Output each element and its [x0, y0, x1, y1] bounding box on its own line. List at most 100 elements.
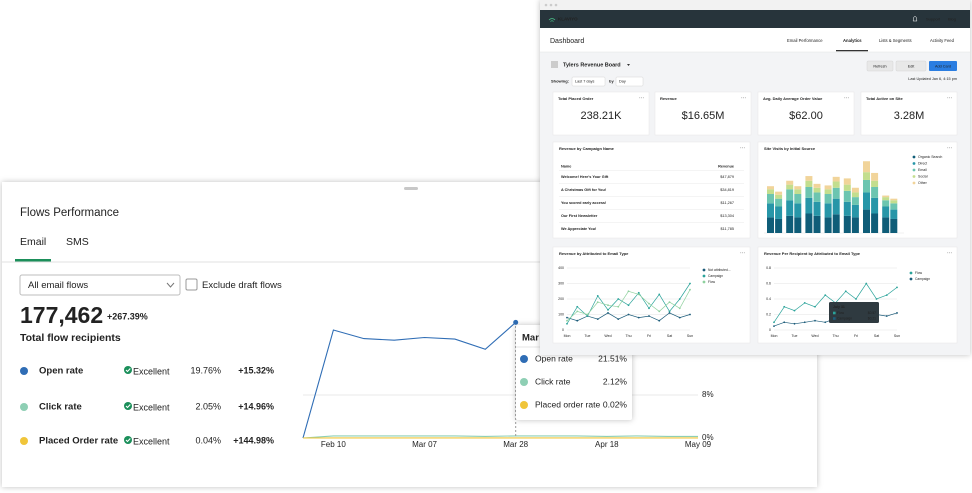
table-link[interactable]: You scored early access!	[561, 201, 606, 205]
button[interactable]	[929, 61, 957, 71]
select-value: All email flows	[28, 280, 88, 291]
total-change: +267.39%	[107, 311, 148, 321]
bar-segment	[813, 187, 821, 193]
y-tick-label: 0.8	[766, 266, 771, 270]
data-point	[566, 316, 568, 319]
metric-change: +144.98%	[233, 435, 274, 445]
button-label[interactable]: Add Card	[935, 64, 951, 68]
metric-name: Placed Order rate	[39, 436, 118, 447]
kpi-label: Total Placed Order	[558, 96, 594, 101]
x-tick-label: Apr 18	[595, 440, 619, 449]
bar-segment	[832, 214, 840, 233]
bar-segment	[775, 194, 783, 199]
data-point	[596, 295, 599, 297]
card	[552, 141, 751, 239]
data-point	[648, 315, 650, 317]
status-check	[125, 368, 131, 373]
bar-segment	[871, 180, 879, 187]
table-link[interactable]: Welcome! Here's Your Gift	[561, 175, 609, 179]
hover-point	[513, 319, 519, 325]
nav-item[interactable]: Email Performance	[787, 38, 823, 43]
data-point	[885, 315, 888, 317]
bar-segment	[890, 200, 898, 204]
bar-segment	[824, 185, 832, 190]
x-tick-label: Mon	[771, 334, 778, 338]
bar-segment	[805, 176, 813, 181]
bar-segment	[851, 197, 859, 205]
table-link[interactable]: A Christmas Gift for You!	[561, 188, 606, 192]
data-point	[855, 298, 857, 300]
data-point	[814, 305, 816, 308]
data-point	[658, 293, 661, 296]
bar-segment	[824, 217, 832, 233]
tab[interactable]: SMS	[66, 236, 89, 248]
data-point	[566, 322, 568, 325]
table-header: Name	[561, 165, 571, 169]
bar-segment	[767, 189, 774, 194]
checkbox[interactable]	[185, 278, 198, 291]
x-tick-label: Sat	[874, 334, 879, 338]
bar-segment	[794, 217, 802, 233]
flows-chart: 0% 8% Feb 10 Mar 07 Mar 28 Apr 18 May 09	[302, 319, 714, 449]
x-tick-label: Thu	[625, 334, 631, 338]
data-point	[576, 319, 579, 322]
bar-segment	[890, 218, 898, 233]
bell-icon	[912, 16, 918, 22]
button-label[interactable]: Refresh	[873, 64, 886, 68]
button[interactable]	[895, 60, 927, 72]
label: Showing:	[551, 79, 569, 84]
bar-segment	[805, 197, 813, 214]
bar-segment	[767, 186, 774, 190]
legend-dot	[912, 181, 916, 185]
panel-title: Flows Performance	[20, 207, 119, 219]
table-cell: $34,819	[720, 188, 734, 192]
bar-segment	[786, 180, 794, 185]
table-cell: $47,879	[720, 175, 734, 179]
table-link[interactable]: We Appreciate You!	[561, 227, 596, 231]
data-point	[617, 318, 620, 321]
legend-dot	[20, 403, 28, 411]
tooltip-title: July 31	[833, 305, 845, 309]
bar-segment	[851, 187, 859, 193]
nav-item[interactable]: Analytics	[843, 38, 862, 43]
total-label: Total flow recipients	[20, 332, 121, 344]
data-line	[302, 435, 698, 439]
data-point	[896, 286, 898, 289]
x-tick-label: Tue	[792, 334, 798, 338]
table-link[interactable]: Our First Newsletter	[561, 214, 598, 218]
brand: KLAVIYO	[558, 17, 578, 22]
button[interactable]	[866, 60, 894, 72]
dropdown[interactable]	[615, 76, 644, 87]
x-tick-label: Fri	[647, 334, 651, 338]
button-label[interactable]: Edit	[908, 64, 915, 68]
bar-segment	[775, 191, 783, 195]
window-dot	[554, 3, 558, 7]
page-title: Dashboard	[550, 38, 584, 45]
legend-dot	[702, 280, 706, 284]
bar-segment	[805, 186, 813, 198]
legend-dot	[702, 268, 706, 272]
bar-segment	[843, 184, 851, 191]
data-point	[617, 305, 620, 308]
board-icon	[551, 61, 558, 68]
y-tick-label: 0	[562, 328, 564, 332]
bar-segment	[805, 180, 813, 187]
top-link[interactable]: Support	[926, 17, 941, 22]
dropdown[interactable]	[571, 76, 606, 87]
tooltip-dot	[520, 401, 528, 409]
total-value: 177,462	[20, 302, 103, 328]
tab[interactable]: Email	[20, 236, 46, 248]
bar-segment	[832, 176, 840, 182]
nav-item[interactable]: Activity Feed	[930, 38, 955, 43]
top-link[interactable]: Blog	[948, 17, 956, 22]
select[interactable]	[19, 274, 181, 296]
bar-segment	[775, 206, 783, 219]
metric-status: Excellent	[133, 436, 170, 446]
dashboard-screenshot: KLAVIYO Support Blog Dashboard Email Perform…	[540, 0, 970, 355]
data-point	[689, 282, 691, 285]
bar-segment	[786, 184, 794, 190]
bar-segment	[767, 194, 774, 204]
nav-item[interactable]: Lists & Segments	[879, 38, 912, 43]
card-menu: ···	[947, 145, 952, 151]
data-point	[865, 282, 868, 285]
